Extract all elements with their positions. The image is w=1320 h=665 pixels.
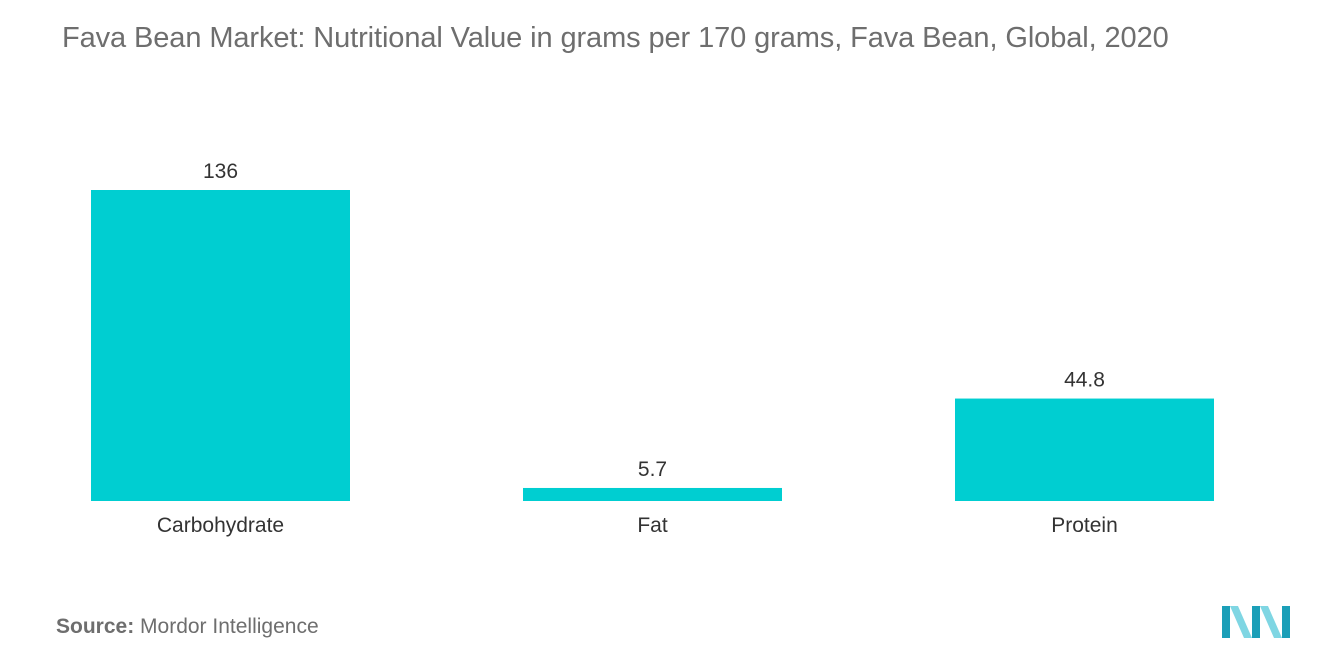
bar-protein <box>955 398 1214 501</box>
bar-carbohydrate <box>91 190 350 501</box>
category-label: Fat <box>637 514 668 537</box>
bars-group: 136 Carbohydrate 5.7 Fat 44.8 Protein <box>91 160 1214 537</box>
logo-diagonal-2 <box>1260 606 1282 638</box>
mordor-intelligence-logo-icon <box>1222 606 1290 638</box>
source-text: Mordor Intelligence <box>140 615 319 638</box>
bar-value-label: 5.7 <box>638 458 667 481</box>
logo-right-stroke <box>1282 606 1290 638</box>
bar-value-label: 136 <box>203 160 238 183</box>
bar-fat <box>523 487 782 501</box>
category-label: Protein <box>1051 514 1118 537</box>
logo-diagonal-1 <box>1230 606 1252 638</box>
source-line: Source: Mordor Intelligence <box>56 615 319 639</box>
logo-middle-stroke <box>1252 606 1260 638</box>
category-label: Carbohydrate <box>157 514 284 537</box>
bar-value-label: 44.8 <box>1064 369 1105 392</box>
source-label: Source: <box>56 615 135 638</box>
bar-chart: 136 Carbohydrate 5.7 Fat 44.8 Protein <box>91 160 1214 537</box>
chart-title: Fava Bean Market: Nutritional Value in g… <box>62 22 1169 54</box>
logo-left-stroke <box>1222 606 1230 638</box>
